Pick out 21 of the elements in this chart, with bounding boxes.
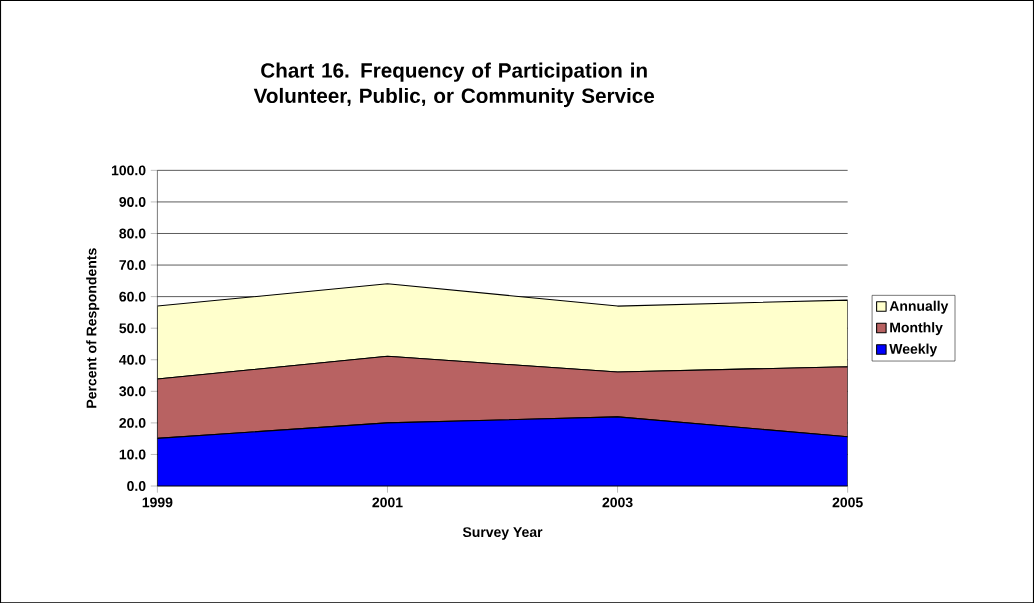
legend-label: Annually bbox=[889, 300, 949, 314]
x-tick-label: 2001 bbox=[372, 497, 403, 508]
y-tick-label: 20.0 bbox=[119, 417, 146, 428]
y-tick-label: 90.0 bbox=[119, 196, 146, 207]
y-axis-title: Percent of Respondents bbox=[86, 248, 100, 408]
y-tick-label: 50.0 bbox=[119, 323, 146, 333]
y-tick-label: 40.0 bbox=[119, 354, 146, 365]
y-tick-label: 80.0 bbox=[119, 228, 146, 239]
y-tick-label: 0.0 bbox=[127, 480, 146, 491]
x-axis-title: Survey Year bbox=[462, 526, 543, 540]
y-tick-label: 30.0 bbox=[119, 386, 146, 397]
y-tick-label: 10.0 bbox=[119, 449, 146, 460]
y-tick-label: 70.0 bbox=[119, 259, 146, 270]
y-tick-label: 60.0 bbox=[119, 291, 146, 302]
chart-title: Chart 16. Frequency of Participation in Volunteer, Public, or Community Service bbox=[253, 62, 655, 107]
x-tick-label: 2005 bbox=[832, 497, 863, 508]
legend-label: Weekly bbox=[889, 343, 938, 357]
y-tick-label: 100.0 bbox=[111, 165, 146, 176]
legend-label: Monthly bbox=[890, 321, 943, 335]
x-tick-label: 2003 bbox=[602, 497, 633, 508]
x-tick-label: 1999 bbox=[142, 497, 173, 508]
